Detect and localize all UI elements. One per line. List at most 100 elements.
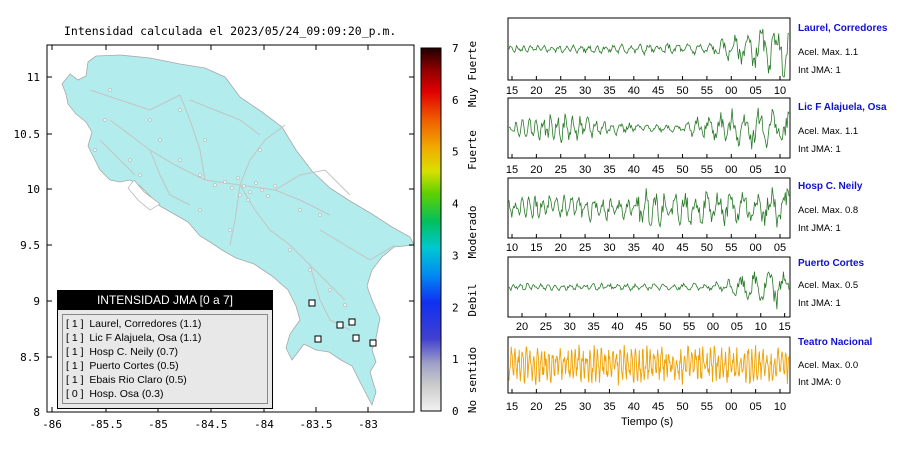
town-marker bbox=[198, 208, 202, 212]
waveform-tick-label: 45 bbox=[676, 242, 688, 254]
colorbar-category-label: No sentido bbox=[466, 347, 479, 413]
map-y-tick-label: 8 bbox=[33, 406, 40, 419]
legend-list: [ 1 ] Laurel, Corredores (1.1) [ 1 ] Lic… bbox=[62, 314, 268, 404]
waveform-tick-label: 45 bbox=[652, 85, 664, 97]
station-acel: Acel. Max. 0.8 bbox=[798, 205, 859, 216]
colorbar-tick-label: 4 bbox=[452, 198, 459, 211]
waveform-tick-label: 30 bbox=[579, 164, 591, 176]
legend-item: [ 1 ] Laurel, Corredores (1.1) bbox=[66, 318, 202, 330]
waveform-trace bbox=[508, 107, 790, 150]
legend-item: [ 1 ] Lic F Alajuela, Osa (1.1) bbox=[66, 332, 202, 344]
town-marker bbox=[318, 213, 322, 217]
map-x-tick-label: -85.5 bbox=[89, 418, 122, 431]
colorbar-category-label: Debil bbox=[466, 283, 479, 316]
station-acel: Acel. Max. 1.1 bbox=[798, 47, 859, 58]
waveform-tick-label: 25 bbox=[555, 164, 567, 176]
waveform-tick-label: 40 bbox=[628, 164, 640, 176]
legend-title: INTENSIDAD JMA [0 a 7] bbox=[58, 291, 272, 310]
waveform-tick-label: 00 bbox=[725, 164, 737, 176]
town-marker bbox=[254, 181, 258, 185]
colorbar-category-label: Fuerte bbox=[466, 130, 479, 170]
legend-item: [ 1 ] Ebais Rio Claro (0.5) bbox=[66, 374, 187, 386]
town-marker bbox=[288, 248, 292, 252]
waveform-tick-label: 45 bbox=[635, 321, 647, 333]
town-marker bbox=[103, 118, 107, 122]
station-title: Laurel, Corredores bbox=[798, 23, 888, 34]
colorbar-category-label: Moderado bbox=[466, 206, 479, 259]
legend-item: [ 1 ] Puerto Cortes (0.5) bbox=[66, 360, 179, 372]
waveform-tick-label: 35 bbox=[603, 401, 615, 413]
town-marker bbox=[258, 148, 262, 152]
waveform-tick-label: 35 bbox=[588, 321, 600, 333]
town-marker bbox=[228, 228, 232, 232]
station-marker bbox=[308, 299, 316, 307]
town-marker bbox=[246, 198, 250, 202]
station-marker bbox=[336, 321, 344, 329]
map-y-tick-label: 8.5 bbox=[20, 351, 40, 364]
map-x-tick-label: -83 bbox=[358, 418, 378, 431]
waveform-tick-label: 50 bbox=[676, 85, 688, 97]
waveform-tick-label: 15 bbox=[779, 321, 791, 333]
gulf-of-nicoya bbox=[127, 179, 161, 211]
waveform-panel-frame bbox=[507, 17, 791, 81]
town-marker bbox=[108, 88, 112, 92]
colorbar-tick-label: 3 bbox=[452, 249, 459, 262]
station-acel: Acel. Max. 1.1 bbox=[798, 126, 859, 137]
town-marker bbox=[308, 268, 312, 272]
waveform-tick-label: 15 bbox=[506, 85, 518, 97]
map-y-tick-label: 9 bbox=[33, 295, 40, 308]
station-title: Teatro Nacional bbox=[798, 337, 873, 348]
map-x-tick-label: -84 bbox=[254, 418, 274, 431]
station-acel: Acel. Max. 0.0 bbox=[798, 360, 859, 371]
waveform-tick-label: 15 bbox=[506, 401, 518, 413]
town-marker bbox=[328, 288, 332, 292]
map-x-tick-label: -85 bbox=[148, 418, 168, 431]
station-int: Int JMA: 1 bbox=[798, 298, 841, 309]
waveform-tick-label: 55 bbox=[725, 242, 737, 254]
waveform-tick-label: 55 bbox=[701, 85, 713, 97]
colorbar-tick-label: 5 bbox=[452, 146, 459, 159]
town-marker bbox=[223, 180, 227, 184]
road-line bbox=[179, 94, 206, 181]
waveform-panel-frame bbox=[507, 256, 791, 318]
town-marker bbox=[93, 148, 97, 152]
station-marker bbox=[352, 334, 360, 342]
town-marker bbox=[178, 108, 182, 112]
waveform-tick-label: 35 bbox=[603, 164, 615, 176]
town-marker bbox=[248, 190, 252, 194]
waveform-tick-label: 40 bbox=[628, 401, 640, 413]
waveform-tick-label: 35 bbox=[603, 85, 615, 97]
road-line bbox=[99, 139, 136, 176]
road-line bbox=[89, 89, 181, 111]
waveform-tick-label: 05 bbox=[750, 85, 762, 97]
waveform-tick-label: 10 bbox=[774, 164, 786, 176]
town-marker bbox=[298, 208, 302, 212]
road-line bbox=[189, 99, 261, 136]
waveform-tick-label: 30 bbox=[564, 321, 576, 333]
waveform-tick-label: 10 bbox=[755, 321, 767, 333]
town-marker bbox=[238, 193, 242, 197]
road-line bbox=[149, 149, 191, 206]
waveform-tick-label: 05 bbox=[774, 242, 786, 254]
waveform-tick-label: 15 bbox=[530, 242, 542, 254]
town-marker bbox=[148, 118, 152, 122]
waveform-tick-label: 20 bbox=[530, 401, 542, 413]
station-int: Int JMA: 1 bbox=[798, 223, 841, 234]
town-marker bbox=[273, 184, 277, 188]
waveform-tick-label: 30 bbox=[603, 242, 615, 254]
legend-item: [ 0 ] Hosp. Osa (0.3) bbox=[66, 388, 164, 400]
town-marker bbox=[213, 183, 217, 187]
town-marker bbox=[236, 176, 240, 180]
station-int: Int JMA: 0 bbox=[798, 377, 841, 388]
colorbar-tick-label: 7 bbox=[452, 42, 459, 55]
map-x-tick-label: -83.5 bbox=[299, 418, 332, 431]
colorbar-category-label: Muy Fuerte bbox=[466, 41, 479, 107]
waveform-tick-label: 00 bbox=[725, 401, 737, 413]
waveform-tick-label: 40 bbox=[628, 85, 640, 97]
map-title: Intensidad calculada el 2023/05/24_09:09… bbox=[64, 24, 397, 38]
map-y-tick-label: 10.5 bbox=[14, 128, 41, 141]
intensity-legend: INTENSIDAD JMA [0 a 7] [ 1 ] Laurel, Cor… bbox=[57, 290, 273, 409]
road-line bbox=[239, 124, 286, 186]
station-int: Int JMA: 1 bbox=[798, 65, 841, 76]
